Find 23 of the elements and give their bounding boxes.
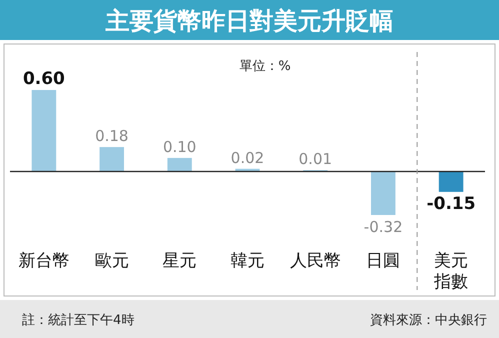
data-label: -0.15 — [426, 194, 476, 214]
data-label: 0.02 — [230, 148, 264, 167]
x-tick-label: 日圓 — [366, 251, 400, 271]
x-tick-label: 新台幣 — [18, 251, 70, 271]
source-note: 資料來源：中央銀行 — [370, 313, 487, 328]
x-tick-label: 人民幣 — [290, 251, 341, 271]
x-tick-label: 美元指數 — [433, 251, 468, 292]
x-tick-label: 星元 — [162, 251, 197, 271]
chart-title: 主要貨幣昨日對美元升貶幅 — [104, 7, 394, 35]
bar — [100, 147, 124, 172]
bar — [32, 90, 56, 172]
x-tick-label: 歐元 — [94, 251, 129, 271]
data-label: 0.60 — [22, 69, 66, 89]
data-label: 0.01 — [298, 150, 332, 168]
bar — [371, 172, 396, 215]
data-label: 0.10 — [162, 138, 196, 156]
data-label: 0.18 — [95, 127, 128, 146]
x-tick-label: 韓元 — [230, 251, 264, 271]
text: 註：統計至下午4時 — [22, 313, 134, 328]
bar — [167, 158, 192, 172]
chart-subtitle: 單位：% — [239, 59, 291, 74]
data-label: -0.32 — [364, 218, 403, 236]
bar — [438, 172, 464, 192]
